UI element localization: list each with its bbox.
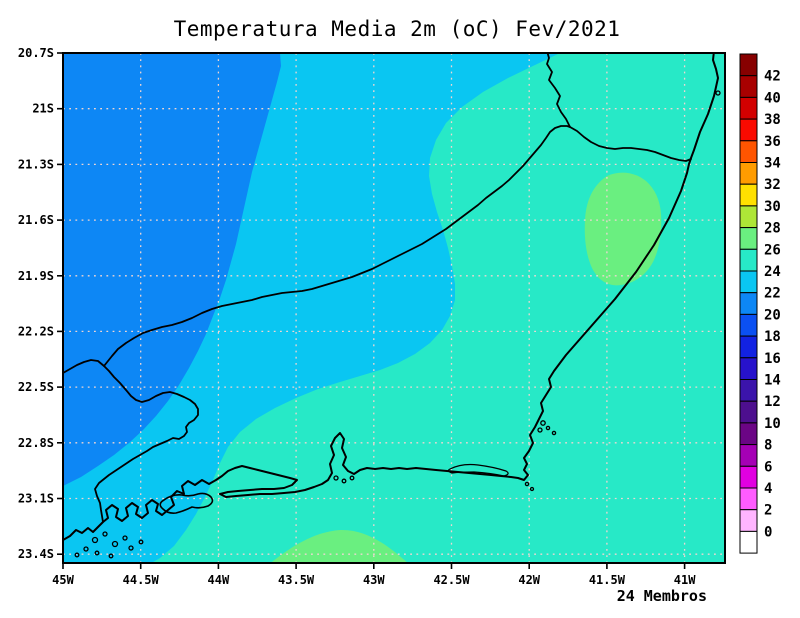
colorbar-box [739,248,758,272]
colorbar-box [739,292,758,315]
lat-tick-label: 21.6S [18,213,54,227]
members-annotation: 24 Membros [617,587,707,605]
lon-tick-label: 42.5W [433,573,470,587]
colorbar-label: 2 [764,503,772,519]
colorbar-box [739,509,758,532]
state-border-sp-branch [94,365,199,523]
longitude-axis: 45W 44.5W 44W 43.5W 43W 42.5W 42W 41.5W 41W [52,563,696,587]
lat-tick-label: 22.8S [18,436,54,450]
colorbar-box [739,118,758,142]
lat-tick-label: 23.1S [18,492,54,506]
lat-tick-label: 22.2S [18,324,54,338]
colorbar-label: 24 [764,264,781,280]
lon-tick-label: 44W [208,573,230,587]
colorbar-box [739,422,758,446]
colorbar-box [739,357,758,380]
colorbar-box [739,162,758,185]
lon-tick-label: 41.5W [589,573,626,587]
temperature-field [63,53,725,563]
colorbar-box [739,465,758,489]
colorbar-box [739,183,758,207]
colorbar-box [739,379,758,402]
lon-tick-label: 43.5W [278,573,315,587]
colorbar-box [739,487,758,511]
lat-tick-label: 22.5S [18,380,54,394]
map-frame [62,52,726,564]
colorbar-label: 34 [764,156,781,172]
colorbar-label: 30 [764,199,781,215]
lon-tick-label: 42W [518,573,540,587]
colorbar-box [739,205,758,229]
colorbar-label: 26 [764,242,781,258]
colorbar-box [739,444,758,467]
latitude-axis: 20.7S 21S 21.3S 21.6S 21.9S 22.2S 22.5S 22.8S 23… [18,46,63,561]
small-islands [74,90,721,559]
colorbar-label: 28 [764,221,781,237]
lon-tick-label: 45W [52,573,74,587]
lat-tick-label: 23.4S [18,547,54,561]
colorbar-label: 42 [764,69,781,85]
colorbar-label: 18 [764,329,781,345]
lat-tick-label: 21.3S [18,157,54,171]
state-border-mg [63,125,571,374]
colorbar-label: 32 [764,177,781,193]
colorbar-label: 6 [764,459,772,475]
colorbar-label: 8 [764,438,772,454]
colorbar-label: 4 [764,481,772,497]
colorbar-label: 38 [764,112,781,128]
colorbar-box [739,75,758,98]
colorbar-label: 40 [764,90,781,106]
state-border-east-branch [569,126,692,162]
lat-tick-label: 21S [32,102,54,116]
coastline [63,53,719,541]
colorbar-label: 14 [764,373,781,389]
lat-tick-label: 20.7S [18,46,54,60]
araruama-lagoon [447,463,509,477]
colorbar-box [739,335,758,359]
colorbar-label: 16 [764,351,781,367]
colorbar-box [739,53,758,77]
lon-tick-label: 43W [363,573,385,587]
page-title: Temperatura Media 2m (oC) Fev/2021 [174,17,621,41]
colorbar-box [739,140,758,164]
ilha-grande-island [159,492,214,514]
state-border-north-branch [546,53,571,128]
colorbar-box [739,270,758,294]
colorbar-label: 0 [764,524,772,540]
lat-tick-label: 21.9S [18,269,54,283]
lon-tick-label: 44.5W [123,573,160,587]
band-26-28-patch-east [584,172,662,286]
colorbar-box [739,400,758,424]
colorbar-label: 20 [764,307,781,323]
colorbar-label: 36 [764,134,781,150]
lon-tick-label: 41W [674,573,696,587]
colorbar-box [739,530,758,554]
colorbar-box [739,96,758,120]
colorbar-label: 12 [764,394,781,410]
colorbar-box [739,313,758,337]
colorbar-label: 22 [764,286,781,302]
colorbar-label: 10 [764,416,781,432]
band-20-22-field [63,53,281,486]
colorbar-box [739,227,758,250]
